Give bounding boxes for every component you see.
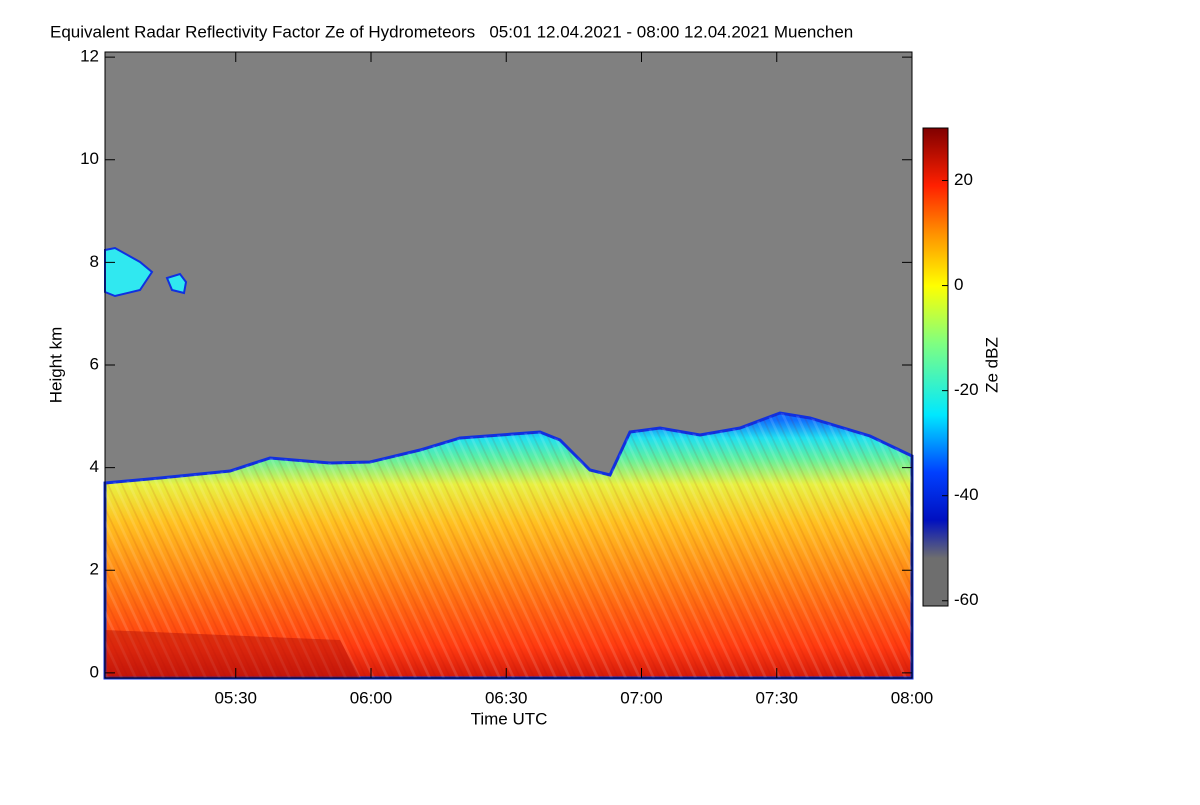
y-tick-label: 0 — [90, 662, 99, 681]
x-tick-label: 06:00 — [350, 688, 393, 707]
x-tick-label: 06:30 — [485, 688, 528, 707]
x-tick-label: 07:00 — [620, 688, 663, 707]
x-axis-label: Time UTC — [471, 709, 548, 728]
x-tick-label: 07:30 — [755, 688, 798, 707]
chart-title: Equivalent Radar Reflectivity Factor Ze … — [50, 22, 853, 41]
colorbar-label: Ze dBZ — [982, 337, 1001, 393]
colorbar-tick-label: 20 — [954, 170, 973, 189]
colorbar-tick-label: -60 — [954, 590, 979, 609]
y-axis-label: Height km — [46, 327, 65, 404]
colorbar-tick-label: 0 — [954, 275, 963, 294]
colorbar-tick-label: -40 — [954, 485, 979, 504]
colorbar-tick-label: -20 — [954, 380, 979, 399]
x-tick-label: 05:30 — [214, 688, 257, 707]
y-tick-label: 2 — [90, 560, 99, 579]
y-tick-label: 12 — [80, 47, 99, 66]
y-tick-label: 4 — [90, 457, 99, 476]
radar-field — [103, 52, 914, 680]
y-tick-label: 8 — [90, 252, 99, 271]
colorbar — [922, 127, 949, 607]
y-tick-label: 6 — [90, 354, 99, 373]
x-tick-label: 08:00 — [891, 688, 934, 707]
y-tick-label: 10 — [80, 149, 99, 168]
